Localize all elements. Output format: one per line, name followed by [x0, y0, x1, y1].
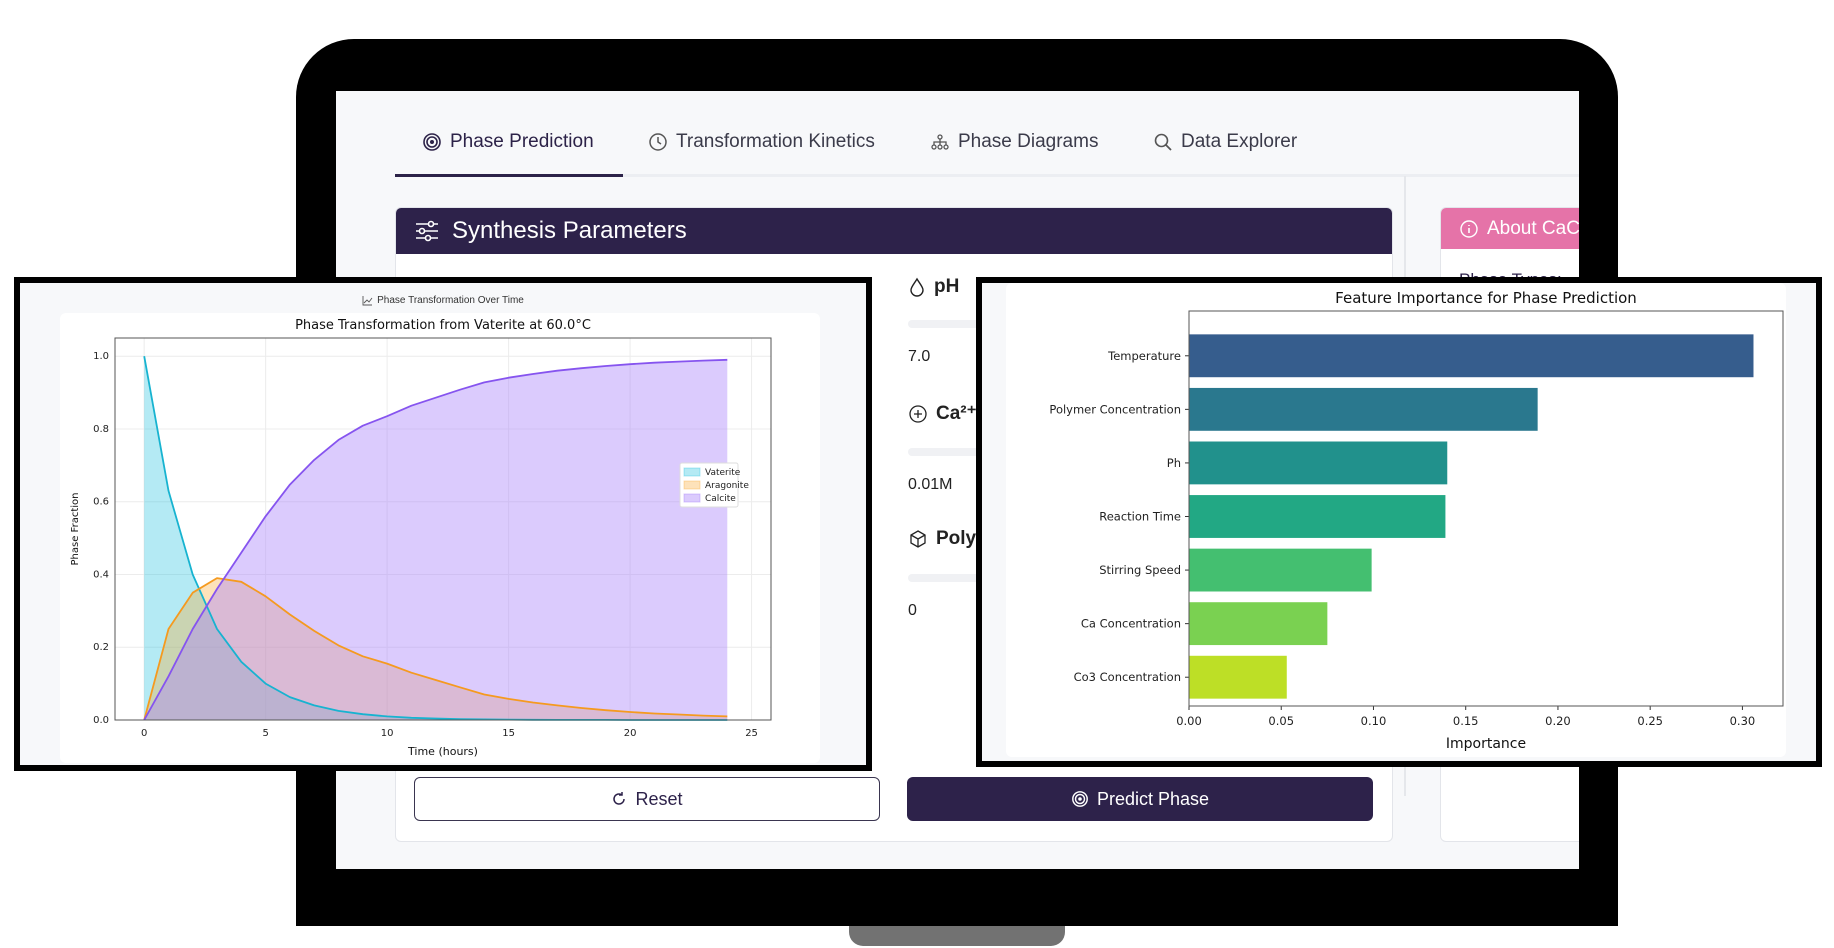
y-tick-label: 1.0: [93, 351, 109, 362]
plot-frame: [114, 337, 772, 721]
legend-label: Aragonite: [705, 481, 749, 491]
target-icon: [1072, 791, 1088, 807]
ca-slider[interactable]: [908, 448, 1028, 456]
bar-temperature: [1189, 334, 1754, 378]
line-chart-icon: [362, 296, 373, 306]
x-tick-label: 20: [624, 728, 637, 739]
search-icon: [1154, 133, 1172, 151]
chart-title: Phase Transformation from Vaterite at 60…: [295, 318, 591, 333]
y-axis-label: Phase Fraction: [70, 493, 81, 566]
kinetics-panel-heading: Phase Transformation Over Time: [20, 295, 866, 306]
y-tick-label: Polymer Concentration: [1049, 402, 1181, 416]
legend-swatch: [683, 493, 701, 503]
area-aragonite: [144, 578, 728, 720]
legend-swatch: [683, 467, 701, 477]
laptop-stand: [849, 926, 1065, 946]
sitemap-icon: [931, 134, 949, 150]
legend: [679, 462, 739, 508]
x-tick-label: 0.00: [1176, 714, 1202, 728]
bar-ca-concentration: [1189, 602, 1328, 646]
x-tick-label: 0.10: [1361, 714, 1387, 728]
ca-value: 0.01M: [908, 476, 953, 493]
tab-label: Data Explorer: [1181, 131, 1298, 152]
area-calcite: [144, 359, 728, 720]
y-tick-label: 0.2: [93, 642, 109, 653]
droplet-icon: [910, 277, 924, 297]
line-calcite: [143, 358, 728, 721]
feature-importance-overlay: Feature Importance for Phase Prediction T…: [976, 277, 1822, 767]
x-tick-label: 10: [381, 728, 394, 739]
bar-co3-concentration: [1189, 655, 1287, 699]
kinetics-chart-overlay: Phase Transformation Over Time Phase Tra…: [14, 277, 872, 771]
plus-circle-icon: [909, 404, 927, 423]
tab-phase-prediction[interactable]: Phase Prediction: [422, 131, 594, 153]
tab-label: Phase Prediction: [450, 131, 594, 152]
refresh-icon: [613, 792, 626, 805]
param-ca-label: Ca²⁺: [908, 402, 977, 425]
cube-icon: [910, 530, 926, 548]
ph-slider[interactable]: [908, 320, 1028, 328]
y-tick-label: Stirring Speed: [1099, 563, 1181, 577]
legend-label: Vaterite: [705, 468, 741, 478]
predict-phase-button[interactable]: Predict Phase: [907, 777, 1373, 821]
card-header: Synthesis Parameters: [396, 208, 1392, 254]
target-icon: [423, 133, 441, 151]
legend-label: Calcite: [705, 494, 736, 504]
y-tick-label: 0.8: [93, 424, 109, 435]
x-tick-label: 0.05: [1268, 714, 1294, 728]
kinetics-chart-card: Phase Transformation from Vaterite at 60…: [60, 313, 820, 763]
tab-label: Phase Diagrams: [958, 131, 1099, 152]
x-tick-label: 0.20: [1545, 714, 1571, 728]
y-tick-label: 0.0: [93, 715, 109, 726]
sliders-icon: [416, 220, 438, 242]
x-tick-label: 0.15: [1453, 714, 1479, 728]
polymer-value: 0: [908, 602, 917, 619]
y-tick-label: Reaction Time: [1099, 510, 1181, 524]
tab-data-explorer[interactable]: Data Explorer: [1153, 131, 1297, 153]
y-tick-label: Ca Concentration: [1081, 617, 1181, 631]
bar-stirring-speed: [1189, 548, 1372, 592]
bar-polymer-concentration: [1189, 387, 1538, 431]
about-card-header: About CaC: [1441, 208, 1579, 249]
polymer-slider[interactable]: [908, 574, 1028, 582]
tab-transformation-kinetics[interactable]: Transformation Kinetics: [648, 131, 875, 153]
bar-reaction-time: [1189, 495, 1446, 538]
y-tick-label: Ph: [1167, 456, 1181, 470]
x-tick-label: 0.30: [1730, 714, 1756, 728]
x-tick-label: 25: [745, 728, 758, 739]
y-tick-label: 0.6: [93, 497, 109, 508]
reset-button[interactable]: Reset: [414, 777, 880, 821]
x-tick-label: 0: [141, 728, 147, 739]
tab-label: Transformation Kinetics: [676, 131, 875, 152]
tab-phase-diagrams[interactable]: Phase Diagrams: [930, 131, 1098, 153]
info-icon: [1460, 219, 1478, 238]
x-axis-label: Importance: [1446, 736, 1526, 752]
y-tick-label: 0.4: [93, 569, 109, 580]
x-axis-label: Time (hours): [407, 745, 478, 758]
plot-frame: [1188, 310, 1784, 707]
x-tick-label: 15: [502, 728, 515, 739]
legend-swatch: [683, 480, 701, 490]
x-tick-label: 0.25: [1637, 714, 1663, 728]
y-tick-label: Co3 Concentration: [1074, 670, 1181, 684]
line-aragonite: [143, 577, 728, 721]
active-tab-indicator: [395, 174, 623, 177]
kinetics-chart: Phase Transformation from Vaterite at 60…: [70, 318, 772, 758]
feature-importance-card: Feature Importance for Phase Prediction T…: [1006, 283, 1786, 757]
x-tick-label: 5: [262, 728, 268, 739]
param-ph-label: pH: [908, 276, 959, 298]
ph-value: 7.0: [908, 348, 931, 365]
feature-importance-chart: Feature Importance for Phase Prediction T…: [1049, 289, 1784, 752]
area-vaterite: [144, 356, 728, 720]
clock-icon: [649, 133, 667, 151]
card-title: Synthesis Parameters: [452, 217, 687, 244]
param-polymer-label: Poly: [908, 528, 976, 550]
y-tick-label: Temperature: [1107, 349, 1181, 363]
bar-ph: [1189, 441, 1448, 485]
chart-title: Feature Importance for Phase Prediction: [1335, 289, 1637, 307]
tab-bar-divider: [395, 174, 1579, 177]
